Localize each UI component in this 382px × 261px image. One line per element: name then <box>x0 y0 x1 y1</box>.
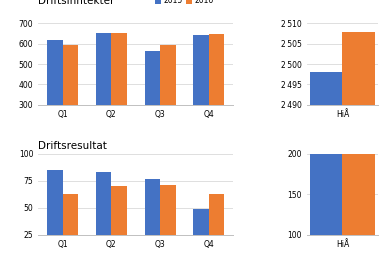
Bar <box>112 186 127 261</box>
Legend: 2015, 2016: 2015, 2016 <box>155 0 214 5</box>
Bar <box>310 72 342 261</box>
Bar <box>144 179 160 261</box>
Bar <box>47 170 63 261</box>
Bar <box>112 33 127 166</box>
Bar <box>144 51 160 166</box>
Bar <box>193 35 209 166</box>
Bar <box>63 194 78 261</box>
Bar <box>47 40 63 166</box>
Bar <box>160 185 176 261</box>
Bar <box>96 172 112 261</box>
Bar <box>209 34 225 166</box>
Bar <box>342 155 375 261</box>
Bar <box>96 33 112 166</box>
Bar <box>63 45 78 166</box>
Bar <box>310 153 342 261</box>
Bar <box>193 209 209 261</box>
Text: Driftsresultat: Driftsresultat <box>38 141 107 151</box>
Bar <box>342 32 375 261</box>
Bar <box>160 45 176 166</box>
Bar <box>209 194 225 261</box>
Text: Driftsinntekter: Driftsinntekter <box>38 0 115 6</box>
